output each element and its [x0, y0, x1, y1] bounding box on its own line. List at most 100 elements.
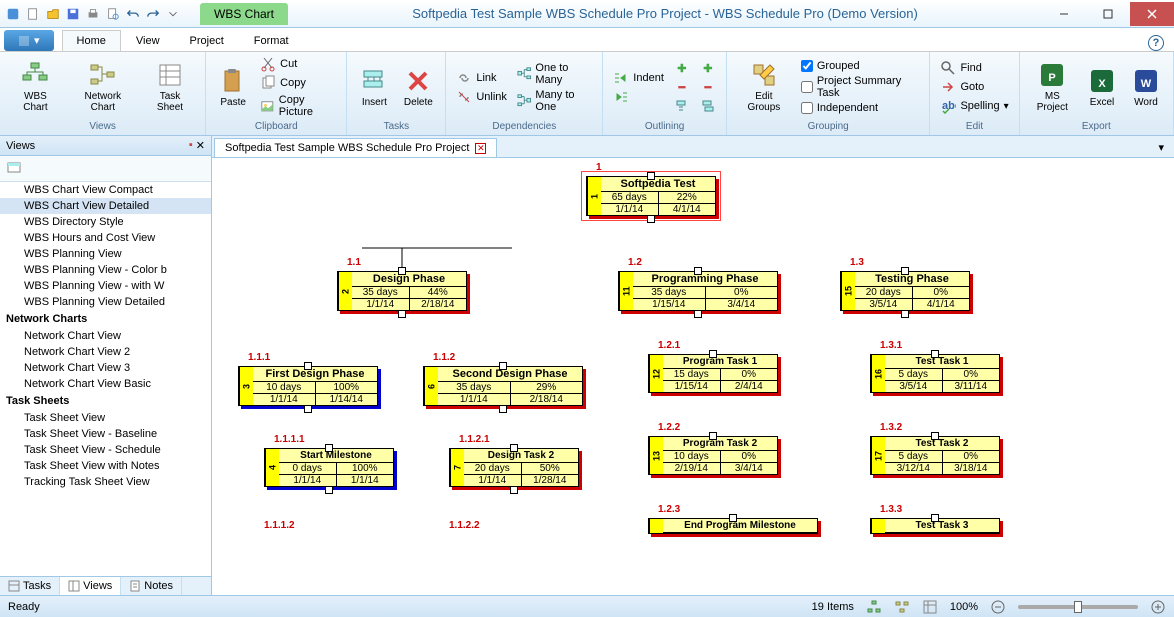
views-list-item[interactable]: WBS Chart View Detailed: [0, 198, 211, 214]
zoom-out-button[interactable]: [990, 599, 1006, 615]
panel-tab-notes[interactable]: Notes: [121, 577, 182, 595]
wbs-node[interactable]: 1.1.2 6 Second Design Phase 35 days29%1/…: [423, 366, 583, 406]
plus-button[interactable]: ✚: [670, 59, 694, 77]
node-handle-top[interactable]: [931, 432, 939, 440]
help-icon[interactable]: ?: [1148, 35, 1164, 51]
views-list-item[interactable]: Network Chart View 3: [0, 360, 211, 376]
panel-close-icon[interactable]: ✕: [196, 139, 205, 152]
task-sheet-button[interactable]: Task Sheet: [141, 59, 199, 115]
view-icon-1[interactable]: [866, 599, 882, 615]
node-handle-top[interactable]: [709, 350, 717, 358]
edit-groups-button[interactable]: Edit Groups: [733, 59, 795, 115]
view-icon-2[interactable]: [894, 599, 910, 615]
qat-preview-icon[interactable]: [104, 5, 122, 23]
views-list-item[interactable]: Task Sheet View - Schedule: [0, 442, 211, 458]
wbs-node[interactable]: 1.3.1 16 Test Task 1 5 days0%3/5/143/11/…: [870, 354, 1000, 393]
tab-project[interactable]: Project: [175, 30, 239, 51]
node-handle-top[interactable]: [694, 267, 702, 275]
document-close-icon[interactable]: ✕: [475, 143, 486, 154]
tab-format[interactable]: Format: [239, 30, 304, 51]
node-handle-top[interactable]: [398, 267, 406, 275]
views-list-item[interactable]: Task Sheet View with Notes: [0, 458, 211, 474]
wbs-canvas[interactable]: 1 1 Softpedia Test 65 days22%1/1/144/1/1…: [212, 158, 1174, 595]
unlink-button[interactable]: Unlink: [452, 88, 511, 106]
spelling-button[interactable]: abcSpelling ▾: [936, 97, 1012, 115]
pin-icon[interactable]: ▪: [189, 139, 193, 152]
qat-dropdown-icon[interactable]: [164, 5, 182, 23]
node-handle-top[interactable]: [709, 432, 717, 440]
node-handle-bottom[interactable]: [510, 486, 518, 494]
indent-button[interactable]: Indent: [609, 69, 668, 87]
plus2-button[interactable]: ✚: [696, 59, 720, 77]
node-handle-bottom[interactable]: [325, 486, 333, 494]
views-list-item[interactable]: Task Sheet View - Baseline: [0, 426, 211, 442]
qat-app-icon[interactable]: [4, 5, 22, 23]
minimize-button[interactable]: [1042, 2, 1086, 26]
views-list-item[interactable]: Network Chart View Basic: [0, 376, 211, 392]
node-handle-bottom[interactable]: [398, 310, 406, 318]
network-chart-button[interactable]: Network Chart: [67, 59, 139, 115]
node-handle-top[interactable]: [647, 172, 655, 180]
close-button[interactable]: [1130, 2, 1174, 26]
panel-tab-views[interactable]: Views: [60, 577, 121, 595]
node-handle-top[interactable]: [325, 444, 333, 452]
node-handle-bottom[interactable]: [901, 310, 909, 318]
node-handle-bottom[interactable]: [694, 310, 702, 318]
wbs-node[interactable]: 1.2.3 End Program Milestone: [648, 518, 818, 534]
qat-undo-icon[interactable]: [124, 5, 142, 23]
node-handle-top[interactable]: [304, 362, 312, 370]
views-list-item[interactable]: Network Chart View: [0, 328, 211, 344]
wbs-node[interactable]: 1.1.1.1 4 Start Milestone 0 days100%1/1/…: [264, 448, 394, 487]
qat-redo-icon[interactable]: [144, 5, 162, 23]
zoom-slider[interactable]: [1018, 605, 1138, 609]
node-handle-bottom[interactable]: [304, 405, 312, 413]
views-list-item[interactable]: WBS Planning View - Color b: [0, 262, 211, 278]
wbs-node[interactable]: 1.1.1 3 First Design Phase 10 days100%1/…: [238, 366, 378, 406]
excel-button[interactable]: XExcel: [1081, 65, 1123, 110]
wbs-node[interactable]: 1 1 Softpedia Test 65 days22%1/1/144/1/1…: [586, 176, 716, 216]
node-handle-top[interactable]: [931, 514, 939, 522]
views-toolbar-icon[interactable]: [6, 166, 22, 178]
copy-button[interactable]: Copy: [256, 74, 340, 92]
maximize-button[interactable]: [1086, 2, 1130, 26]
wbs-node[interactable]: 1.3.3 Test Task 3: [870, 518, 1000, 534]
node-handle-top[interactable]: [510, 444, 518, 452]
views-list-item[interactable]: Network Chart View 2: [0, 344, 211, 360]
ms-project-button[interactable]: PMS Project: [1026, 59, 1079, 115]
views-list-item[interactable]: WBS Hours and Cost View: [0, 230, 211, 246]
minus-button[interactable]: ━: [670, 78, 694, 96]
qat-open-icon[interactable]: [44, 5, 62, 23]
minus2-button[interactable]: ━: [696, 78, 720, 96]
wbs-node[interactable]: 1.1 2 Design Phase 35 days44%1/1/142/18/…: [337, 271, 467, 311]
wbs-node[interactable]: 1.2.2 13 Program Task 2 10 days0%2/19/14…: [648, 436, 778, 475]
node-handle-bottom[interactable]: [499, 405, 507, 413]
cut-button[interactable]: Cut: [256, 55, 340, 73]
document-tab[interactable]: Softpedia Test Sample WBS Schedule Pro P…: [214, 138, 497, 157]
wbs-node[interactable]: 1.1.2.1 7 Design Task 2 20 days50%1/1/14…: [449, 448, 579, 487]
views-list-item[interactable]: WBS Chart View Compact: [0, 182, 211, 198]
views-list-item[interactable]: WBS Planning View: [0, 246, 211, 262]
views-list-item[interactable]: WBS Directory Style: [0, 214, 211, 230]
views-list-item[interactable]: Task Sheet View: [0, 410, 211, 426]
insert-button[interactable]: Insert: [353, 65, 395, 110]
node-handle-top[interactable]: [901, 267, 909, 275]
outdent-button[interactable]: [609, 88, 668, 106]
paste-button[interactable]: Paste: [212, 65, 254, 110]
node-handle-top[interactable]: [499, 362, 507, 370]
find-button[interactable]: Find: [936, 59, 1012, 77]
node-handle-top[interactable]: [729, 514, 737, 522]
panel-tab-tasks[interactable]: Tasks: [0, 577, 60, 595]
node-handle-bottom[interactable]: [647, 215, 655, 223]
collapse-button[interactable]: [670, 97, 694, 115]
wbs-chart-button[interactable]: WBS Chart: [6, 59, 65, 115]
node-handle-top[interactable]: [931, 350, 939, 358]
qat-new-icon[interactable]: [24, 5, 42, 23]
many-to-one-button[interactable]: Many to One: [513, 88, 596, 114]
goto-button[interactable]: Goto: [936, 78, 1012, 96]
views-list-item[interactable]: WBS Planning View - with W: [0, 278, 211, 294]
views-list[interactable]: WBS Chart View CompactWBS Chart View Det…: [0, 182, 211, 576]
one-to-many-button[interactable]: One to Many: [513, 61, 596, 87]
word-button[interactable]: WWord: [1125, 65, 1167, 110]
project-summary-checkbox[interactable]: Project Summary Task: [797, 74, 924, 100]
views-list-item[interactable]: WBS Planning View Detailed: [0, 294, 211, 310]
